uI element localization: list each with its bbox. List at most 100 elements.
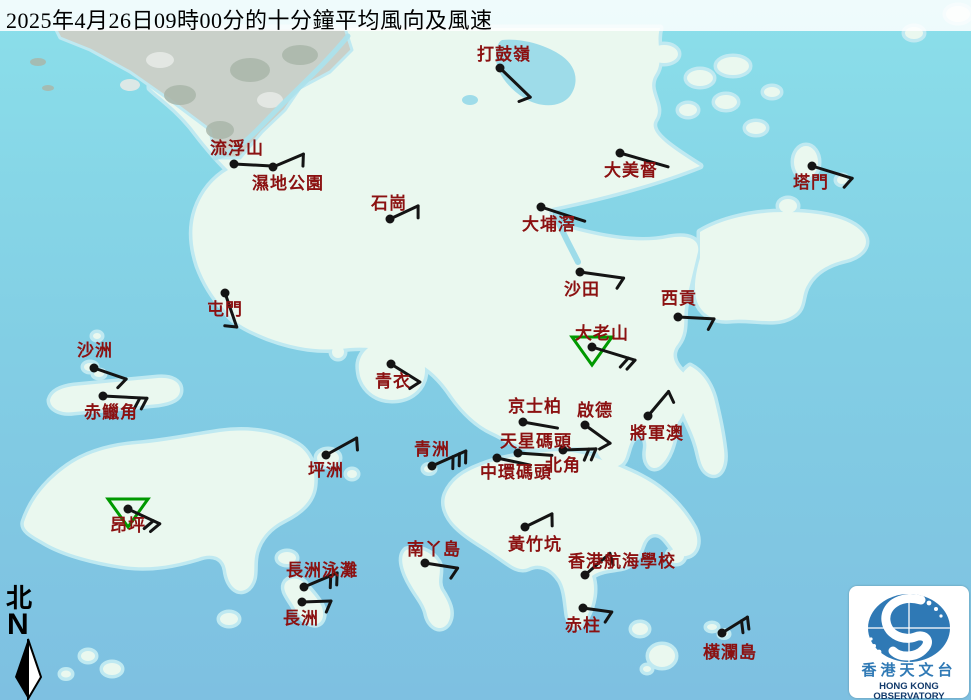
station-dot xyxy=(321,450,331,460)
wind-barb-shaft xyxy=(578,270,626,280)
station-dot xyxy=(385,214,395,224)
station-ta-kwu-ling xyxy=(495,63,532,103)
station-dot xyxy=(643,411,653,421)
wind-barb-tick xyxy=(598,441,612,451)
station-dot xyxy=(587,342,597,352)
urban-patch xyxy=(230,58,270,82)
map-title: 2025年4月26日09時00分的十分鐘平均風向及風速 xyxy=(6,8,493,33)
wind-barb-tick xyxy=(740,619,745,635)
wind-barb-tick xyxy=(667,389,676,404)
wind-barb-shaft xyxy=(523,512,554,529)
station-kai-tak xyxy=(580,420,612,451)
wind-barb-tick xyxy=(116,377,128,390)
station-star-ferry-pier xyxy=(513,448,554,458)
wind-barb-tick xyxy=(842,176,854,189)
north-chinese-label: 北 xyxy=(6,584,33,613)
urban-patch xyxy=(282,45,318,65)
wind-barb-shaft xyxy=(521,420,559,430)
north-letter-label: N xyxy=(7,608,29,641)
station-tai-po-kau xyxy=(536,202,587,223)
wind-barb-shaft xyxy=(223,291,239,329)
wind-barb-shaft xyxy=(539,205,587,223)
wind-barb-shaft xyxy=(324,436,359,457)
wind-barb-shaft xyxy=(720,615,749,635)
wind-barb-shaft xyxy=(388,204,420,221)
wind-barb-shaft xyxy=(516,451,554,457)
station-dot xyxy=(297,597,307,607)
urban-patch xyxy=(146,52,174,68)
hko-name-english: HONG KONG OBSERVATORY xyxy=(873,681,945,700)
station-tates-cairn xyxy=(569,335,637,371)
wind-barb-shaft xyxy=(561,447,598,452)
station-dot xyxy=(558,445,568,455)
wind-barb-tick xyxy=(706,317,716,331)
wind-barb-tick xyxy=(142,519,155,531)
wind-barb-tick xyxy=(618,356,630,369)
station-peng-chau xyxy=(321,436,359,460)
station-wetland-park xyxy=(268,152,305,172)
north-compass: 北 N xyxy=(4,584,52,700)
station-waglan-island xyxy=(717,615,751,638)
station-stanley xyxy=(578,603,614,624)
station-dot xyxy=(89,363,99,373)
small-pond xyxy=(462,95,478,105)
station-dot xyxy=(536,202,546,212)
station-dot xyxy=(220,288,230,298)
title-bar: 2025年4月26日09時00分的十分鐘平均風向及風速 xyxy=(0,0,971,33)
station-dot xyxy=(420,558,430,568)
wind-barb-tick xyxy=(223,324,239,329)
wind-barb-shaft xyxy=(389,362,422,384)
wind-barb-tick xyxy=(139,396,149,411)
shenzhen-urban-area xyxy=(53,26,354,160)
wind-barb-tick xyxy=(408,380,422,391)
wind-barb-shaft xyxy=(423,561,460,570)
wind-barb-shaft xyxy=(810,164,854,180)
station-sai-kung xyxy=(673,312,716,331)
wind-barb-shaft xyxy=(92,366,128,381)
station-chek-lap-kok xyxy=(98,391,149,411)
station-dot xyxy=(268,162,278,172)
station-lamma-island xyxy=(420,558,460,580)
hko-name-chinese: 香港天文台 xyxy=(861,663,957,679)
station-ngong-ping xyxy=(105,497,162,534)
station-shek-kong xyxy=(385,204,420,224)
station-dot xyxy=(807,161,817,171)
stations-layer xyxy=(89,63,854,638)
urban-patch xyxy=(164,85,196,105)
station-tuen-mun xyxy=(220,288,239,329)
station-sha-chau xyxy=(89,363,128,390)
wind-barb-shaft xyxy=(583,551,612,577)
station-hk-sea-school xyxy=(580,551,615,580)
shenzhen-river xyxy=(212,33,351,161)
station-wong-chuk-hang xyxy=(520,512,554,532)
wind-barb-shaft xyxy=(495,456,532,467)
station-north-point xyxy=(558,445,598,462)
hko-logo-icon xyxy=(868,594,950,662)
starling-inlet xyxy=(496,39,576,106)
north-arrow-icon xyxy=(15,638,43,700)
wind-barb-tick xyxy=(355,436,359,452)
wind-barb-shaft xyxy=(271,152,305,169)
station-dot xyxy=(717,628,727,638)
station-dot xyxy=(673,312,683,322)
station-dot xyxy=(580,570,590,580)
wind-barb-shaft xyxy=(583,423,612,445)
station-sha-tin xyxy=(575,267,626,290)
wind-barb-tick xyxy=(517,95,532,103)
wind-barb-tick xyxy=(745,615,751,631)
station-dot xyxy=(580,420,590,430)
wind-barb-shaft xyxy=(646,389,671,418)
station-kings-park xyxy=(518,417,559,430)
urban-patch xyxy=(257,92,283,108)
station-dot xyxy=(386,359,396,369)
wind-barb-tick xyxy=(449,566,460,580)
station-dot xyxy=(299,582,309,592)
wind-barb-tick xyxy=(149,522,162,534)
wind-barb-tick xyxy=(132,396,142,411)
wind-barb-tick xyxy=(582,447,591,462)
station-tsing-yi xyxy=(386,359,422,391)
wind-barb-tick xyxy=(615,276,626,290)
urban-patch xyxy=(120,79,140,91)
